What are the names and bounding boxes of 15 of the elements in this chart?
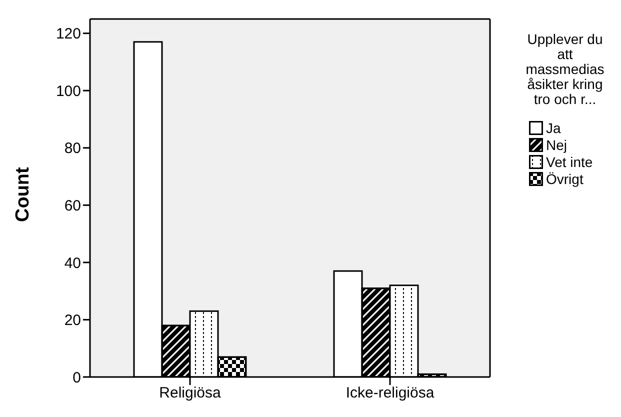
y-tick-label: 100 bbox=[56, 82, 81, 100]
y-tick-label: 80 bbox=[64, 140, 81, 158]
x-tick-label: Religiösa bbox=[159, 384, 222, 402]
y-axis-title: Count bbox=[12, 166, 34, 222]
y-tick-label: 40 bbox=[64, 254, 81, 272]
legend-label: Vet inte bbox=[546, 154, 593, 170]
legend-label: Övrigt bbox=[546, 170, 584, 186]
y-tick-label: 0 bbox=[72, 369, 81, 386]
y-tick-label: 20 bbox=[64, 312, 81, 330]
legend-label: Ja bbox=[546, 120, 561, 136]
y-tick-label: 120 bbox=[56, 26, 81, 43]
legend-label: Nej bbox=[546, 136, 568, 152]
y-tick-label: 60 bbox=[64, 197, 81, 214]
x-tick-label: Icke-religiösa bbox=[346, 384, 435, 402]
legend-title: Upplever du att massmedias åsikter kring tro och r... bbox=[524, 31, 606, 107]
